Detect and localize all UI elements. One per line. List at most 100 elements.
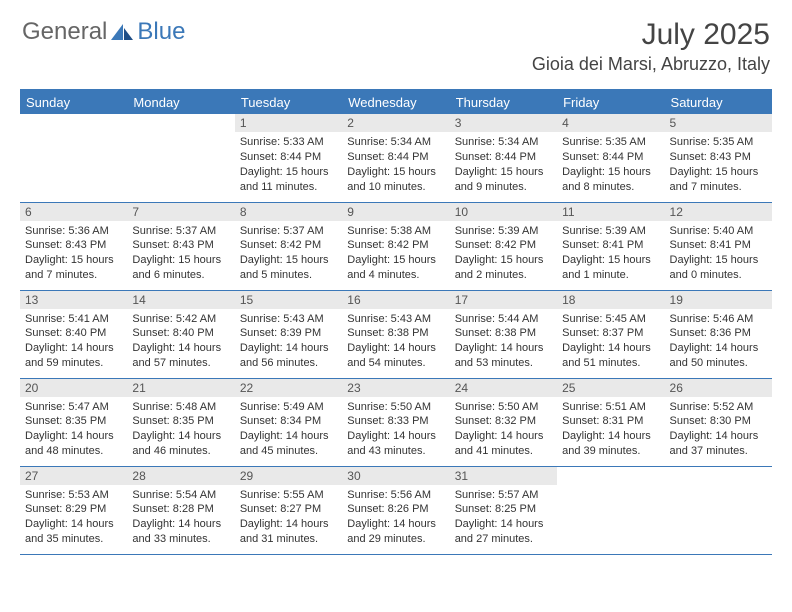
- day-number: 12: [665, 203, 772, 221]
- daylight-line: Daylight: 14 hours and 35 minutes.: [25, 517, 122, 547]
- sunset-line: Sunset: 8:39 PM: [240, 326, 337, 341]
- day-details: Sunrise: 5:54 AMSunset: 8:28 PMDaylight:…: [127, 485, 234, 551]
- calendar-cell: 20Sunrise: 5:47 AMSunset: 8:35 PMDayligh…: [20, 378, 127, 466]
- day-number: 20: [20, 379, 127, 397]
- day-number: 16: [342, 291, 449, 309]
- day-number: 5: [665, 114, 772, 132]
- day-header: Saturday: [665, 90, 772, 114]
- daylight-line: Daylight: 15 hours and 1 minute.: [562, 253, 659, 283]
- calendar-cell: 28Sunrise: 5:54 AMSunset: 8:28 PMDayligh…: [127, 466, 234, 554]
- day-number: 13: [20, 291, 127, 309]
- sunset-line: Sunset: 8:36 PM: [670, 326, 767, 341]
- calendar-cell: 25Sunrise: 5:51 AMSunset: 8:31 PMDayligh…: [557, 378, 664, 466]
- sunrise-line: Sunrise: 5:55 AM: [240, 488, 337, 503]
- sunset-line: Sunset: 8:44 PM: [240, 150, 337, 165]
- sunrise-line: Sunrise: 5:52 AM: [670, 400, 767, 415]
- day-details: Sunrise: 5:36 AMSunset: 8:43 PMDaylight:…: [20, 221, 127, 287]
- sunset-line: Sunset: 8:35 PM: [132, 414, 229, 429]
- day-number: 8: [235, 203, 342, 221]
- calendar-cell: 19Sunrise: 5:46 AMSunset: 8:36 PMDayligh…: [665, 290, 772, 378]
- calendar-cell: 12Sunrise: 5:40 AMSunset: 8:41 PMDayligh…: [665, 202, 772, 290]
- daylight-line: Daylight: 14 hours and 43 minutes.: [347, 429, 444, 459]
- day-details: Sunrise: 5:40 AMSunset: 8:41 PMDaylight:…: [665, 221, 772, 287]
- day-number: 7: [127, 203, 234, 221]
- logo: General Blue: [22, 18, 185, 46]
- calendar-cell: [127, 114, 234, 202]
- calendar-cell: 8Sunrise: 5:37 AMSunset: 8:42 PMDaylight…: [235, 202, 342, 290]
- day-header: Thursday: [450, 90, 557, 114]
- day-header: Friday: [557, 90, 664, 114]
- daylight-line: Daylight: 15 hours and 6 minutes.: [132, 253, 229, 283]
- sunrise-line: Sunrise: 5:49 AM: [240, 400, 337, 415]
- day-number: 30: [342, 467, 449, 485]
- daylight-line: Daylight: 15 hours and 9 minutes.: [455, 165, 552, 195]
- calendar-row: 20Sunrise: 5:47 AMSunset: 8:35 PMDayligh…: [20, 378, 772, 466]
- day-details: Sunrise: 5:44 AMSunset: 8:38 PMDaylight:…: [450, 309, 557, 375]
- calendar-cell: 7Sunrise: 5:37 AMSunset: 8:43 PMDaylight…: [127, 202, 234, 290]
- sunset-line: Sunset: 8:26 PM: [347, 502, 444, 517]
- day-details: Sunrise: 5:52 AMSunset: 8:30 PMDaylight:…: [665, 397, 772, 463]
- day-details: Sunrise: 5:55 AMSunset: 8:27 PMDaylight:…: [235, 485, 342, 551]
- sunrise-line: Sunrise: 5:37 AM: [132, 224, 229, 239]
- sunrise-line: Sunrise: 5:48 AM: [132, 400, 229, 415]
- day-details: Sunrise: 5:35 AMSunset: 8:43 PMDaylight:…: [665, 132, 772, 198]
- day-header: Wednesday: [342, 90, 449, 114]
- sunrise-line: Sunrise: 5:57 AM: [455, 488, 552, 503]
- daylight-line: Daylight: 14 hours and 46 minutes.: [132, 429, 229, 459]
- day-number: 18: [557, 291, 664, 309]
- sunset-line: Sunset: 8:27 PM: [240, 502, 337, 517]
- calendar-cell: 5Sunrise: 5:35 AMSunset: 8:43 PMDaylight…: [665, 114, 772, 202]
- sunset-line: Sunset: 8:32 PM: [455, 414, 552, 429]
- day-number: 17: [450, 291, 557, 309]
- daylight-line: Daylight: 14 hours and 50 minutes.: [670, 341, 767, 371]
- sunset-line: Sunset: 8:31 PM: [562, 414, 659, 429]
- sunrise-line: Sunrise: 5:39 AM: [562, 224, 659, 239]
- sunset-line: Sunset: 8:41 PM: [670, 238, 767, 253]
- day-number: 3: [450, 114, 557, 132]
- sunset-line: Sunset: 8:43 PM: [670, 150, 767, 165]
- sunrise-line: Sunrise: 5:43 AM: [347, 312, 444, 327]
- calendar-cell: 29Sunrise: 5:55 AMSunset: 8:27 PMDayligh…: [235, 466, 342, 554]
- daylight-line: Daylight: 14 hours and 37 minutes.: [670, 429, 767, 459]
- daylight-line: Daylight: 14 hours and 53 minutes.: [455, 341, 552, 371]
- day-number: 11: [557, 203, 664, 221]
- sunset-line: Sunset: 8:42 PM: [347, 238, 444, 253]
- calendar-cell: 3 Sunrise: 5:34 AMSunset: 8:44 PMDaylight…: [450, 114, 557, 202]
- day-header-row: SundayMondayTuesdayWednesdayThursdayFrid…: [20, 90, 772, 114]
- day-details: Sunrise: 5:37 AMSunset: 8:42 PMDaylight:…: [235, 221, 342, 287]
- calendar-row: 6Sunrise: 5:36 AMSunset: 8:43 PMDaylight…: [20, 202, 772, 290]
- day-header: Sunday: [20, 90, 127, 114]
- sunrise-line: Sunrise: 5:43 AM: [240, 312, 337, 327]
- day-number: 25: [557, 379, 664, 397]
- day-header: Monday: [127, 90, 234, 114]
- sunset-line: Sunset: 8:42 PM: [455, 238, 552, 253]
- sunset-line: Sunset: 8:41 PM: [562, 238, 659, 253]
- calendar-row: 13Sunrise: 5:41 AMSunset: 8:40 PMDayligh…: [20, 290, 772, 378]
- calendar-cell: 17Sunrise: 5:44 AMSunset: 8:38 PMDayligh…: [450, 290, 557, 378]
- sunrise-line: Sunrise: 5:36 AM: [25, 224, 122, 239]
- day-details: Sunrise: 5:50 AMSunset: 8:33 PMDaylight:…: [342, 397, 449, 463]
- calendar-cell: [20, 114, 127, 202]
- sunrise-line: Sunrise: 5:34 AM: [455, 135, 552, 150]
- daylight-line: Daylight: 15 hours and 2 minutes.: [455, 253, 552, 283]
- daylight-line: Daylight: 14 hours and 59 minutes.: [25, 341, 122, 371]
- sunset-line: Sunset: 8:34 PM: [240, 414, 337, 429]
- day-number: 14: [127, 291, 234, 309]
- daylight-line: Daylight: 14 hours and 27 minutes.: [455, 517, 552, 547]
- day-details: Sunrise: 5:42 AMSunset: 8:40 PMDaylight:…: [127, 309, 234, 375]
- sunrise-line: Sunrise: 5:33 AM: [240, 135, 337, 150]
- daylight-line: Daylight: 15 hours and 4 minutes.: [347, 253, 444, 283]
- calendar-cell: 6Sunrise: 5:36 AMSunset: 8:43 PMDaylight…: [20, 202, 127, 290]
- daylight-line: Daylight: 14 hours and 57 minutes.: [132, 341, 229, 371]
- daylight-line: Daylight: 14 hours and 33 minutes.: [132, 517, 229, 547]
- day-number: 15: [235, 291, 342, 309]
- sunrise-line: Sunrise: 5:45 AM: [562, 312, 659, 327]
- daylight-line: Daylight: 15 hours and 10 minutes.: [347, 165, 444, 195]
- calendar-cell: 15Sunrise: 5:43 AMSunset: 8:39 PMDayligh…: [235, 290, 342, 378]
- day-details: Sunrise: 5:39 AMSunset: 8:42 PMDaylight:…: [450, 221, 557, 287]
- day-details: Sunrise: 5:43 AMSunset: 8:39 PMDaylight:…: [235, 309, 342, 375]
- day-number: 1: [235, 114, 342, 132]
- header: General Blue July 2025 Gioia dei Marsi, …: [0, 0, 792, 79]
- sunset-line: Sunset: 8:44 PM: [455, 150, 552, 165]
- daylight-line: Daylight: 14 hours and 31 minutes.: [240, 517, 337, 547]
